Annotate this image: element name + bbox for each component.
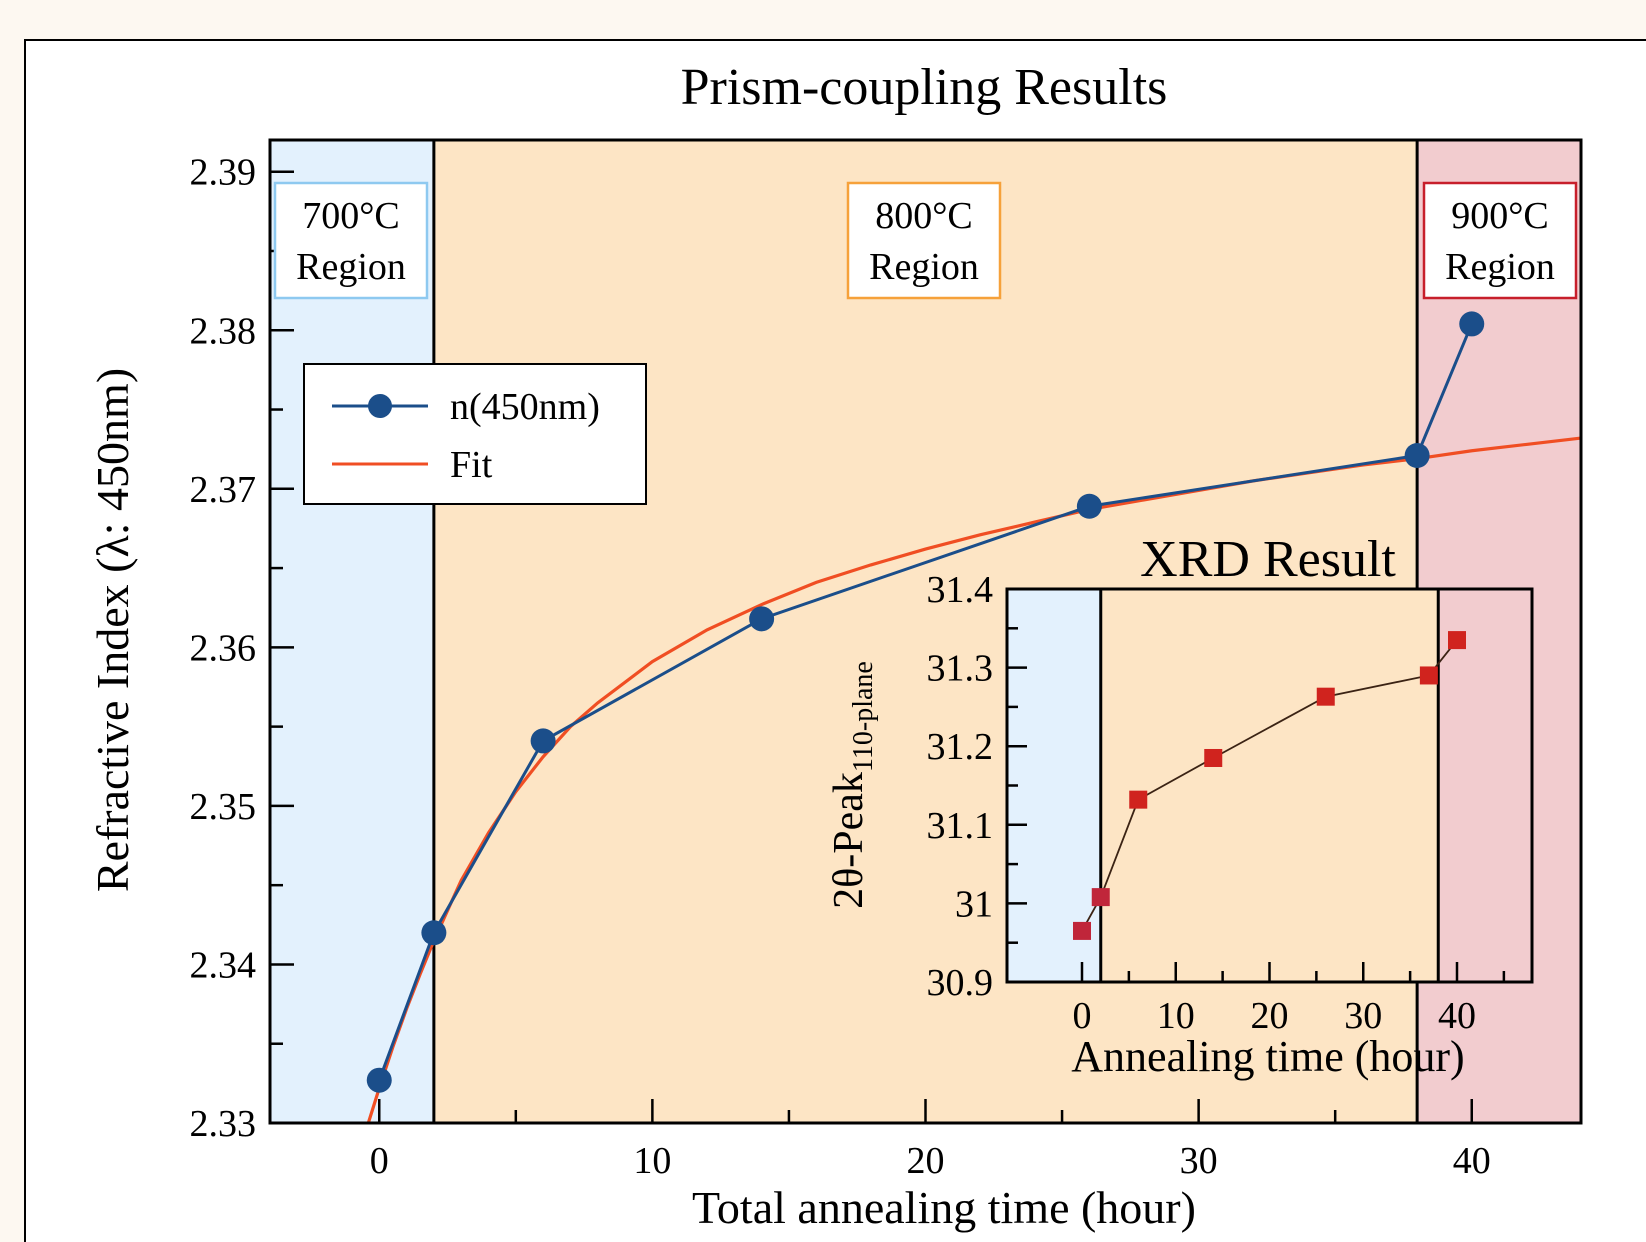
region-label-word-0: Region [296, 246, 406, 288]
legend-marker-n450 [368, 394, 392, 418]
main-y-tick-label: 2.35 [190, 786, 257, 828]
region-label-box-0 [273, 181, 429, 300]
n450-point-1 [421, 920, 447, 946]
main-y-tick-label: 2.34 [190, 944, 257, 986]
inset-y-tick-label: 31 [955, 883, 993, 925]
inset-x-tick-label: 10 [1157, 995, 1195, 1037]
legend-box [303, 363, 647, 505]
main-y-tick-label: 2.38 [190, 310, 257, 352]
main-x-tick-label: 40 [1453, 1140, 1491, 1182]
n450-point-4 [1076, 493, 1102, 519]
inset-y-axis-label: 2θ-Peak110-plane [826, 661, 879, 909]
inset-x-tick-label: 20 [1251, 995, 1289, 1037]
inset-region-backgrounds [1007, 589, 1532, 982]
main-data-points [366, 311, 1485, 1093]
main-region-labels: 700°C Region 800°C Region 900°C Region [273, 181, 1578, 300]
main-chart-title: Prism-coupling Results [681, 59, 1168, 116]
n450-point-5 [1404, 443, 1430, 469]
xrd-point-6 [1448, 631, 1466, 650]
inset-y-tick-label: 31.1 [927, 805, 994, 847]
inset-y-axis-label-main: 2θ-Peak [826, 772, 872, 909]
n450-point-3 [749, 606, 775, 632]
inset-x-tick-label: 30 [1344, 995, 1382, 1037]
main-y-tick-label: 2.37 [190, 469, 257, 511]
main-y-tick-label: 2.36 [190, 627, 257, 669]
xrd-point-0 [1073, 921, 1091, 940]
inset-y-tick-label: 31.2 [927, 726, 994, 768]
xrd-point-5 [1419, 666, 1438, 685]
region-label-box-2 [1422, 181, 1578, 300]
inset-axis-ticks: 0 10 20 30 40 30.9 31 31.1 31.2 31.3 31.4 [927, 569, 1506, 1037]
region-label-word-2: Region [1445, 246, 1555, 288]
main-x-tick-label: 20 [907, 1140, 945, 1182]
inset-y-tick-label: 31.3 [927, 648, 994, 690]
xrd-point-4 [1316, 687, 1335, 706]
region-label-temp-0: 700°C [302, 195, 400, 237]
region-label-word-1: Region [869, 246, 979, 288]
legend: n(450nm) Fit [303, 363, 647, 505]
inset-region-bg-1 [1100, 589, 1439, 982]
inset-chart-title: XRD Result [1140, 531, 1396, 588]
main-y-tick-label: 2.39 [190, 152, 257, 194]
n450-point-6 [1459, 311, 1485, 337]
inset-y-tick-label: 30.9 [927, 962, 994, 1004]
main-x-axis-label: Total annealing time (hour) [692, 1182, 1196, 1233]
xrd-point-2 [1129, 790, 1148, 809]
main-y-tick-label: 2.33 [190, 1103, 257, 1145]
main-axis-ticks: 0 10 20 30 40 2.33 2.34 2.35 2.36 2.37 2.38 2.39 [190, 152, 1491, 1182]
xrd-point-3 [1204, 748, 1223, 767]
main-x-tick-label: 0 [370, 1140, 389, 1182]
inset-x-axis-label: Annealing time (hour) [1071, 1032, 1464, 1081]
main-x-tick-label: 30 [1180, 1140, 1218, 1182]
inset-data-points [1073, 631, 1466, 940]
inset-region-bg-2 [1438, 589, 1532, 982]
legend-label-n450: n(450nm) [450, 386, 600, 428]
region-label-temp-2: 900°C [1451, 195, 1549, 237]
inset-x-tick-label: 40 [1438, 995, 1476, 1037]
n450-point-0 [366, 1067, 392, 1093]
inset-y-tick-label: 31.4 [927, 569, 994, 611]
inset-x-tick-label: 0 [1073, 995, 1092, 1037]
main-y-axis-label: Refractive Index (λ: 450nm) [87, 368, 138, 892]
xrd-point-1 [1091, 888, 1110, 907]
inset-region-bg-0 [1007, 589, 1101, 982]
region-label-box-1 [846, 181, 1002, 300]
main-x-tick-label: 10 [633, 1140, 671, 1182]
n450-point-2 [530, 728, 556, 754]
inset-chart: 0 10 20 30 40 30.9 31 31.1 31.2 31.3 31.4 XRD Resu… [826, 531, 1534, 1081]
main-region-bg-0 [270, 140, 434, 1123]
region-label-temp-1: 800°C [875, 195, 973, 237]
legend-label-fit: Fit [450, 444, 493, 486]
inset-y-axis-label-sub: 110-plane [848, 661, 879, 772]
